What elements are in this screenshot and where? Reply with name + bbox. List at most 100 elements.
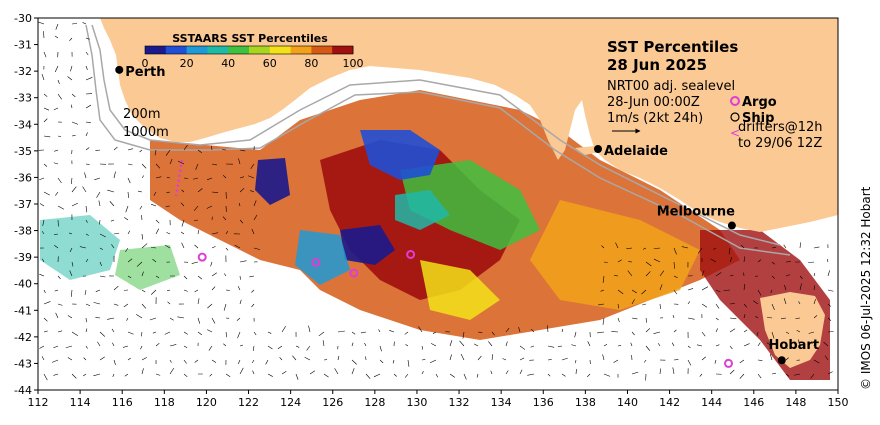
current-vector: [152, 258, 157, 263]
argo-legend-icon: [730, 96, 740, 106]
current-vector: [547, 325, 549, 333]
current-vector: [41, 73, 45, 81]
current-vector: [309, 370, 316, 375]
current-vector: [659, 284, 663, 291]
current-vector: [140, 345, 143, 350]
current-vector: [85, 328, 88, 333]
current-vector: [827, 270, 830, 277]
current-vector: [141, 215, 143, 221]
current-vector: [813, 272, 816, 277]
sst-patch-blue-west: [255, 158, 290, 205]
current-vector: [603, 261, 608, 263]
current-vector: [598, 303, 605, 306]
current-vector: [84, 289, 87, 295]
colorbar-swatch: [207, 46, 229, 54]
current-vector: [71, 23, 78, 25]
contour-200m: [91, 24, 781, 246]
current-vector: [771, 246, 777, 249]
current-vector: [379, 345, 382, 352]
current-vector: [123, 303, 129, 308]
current-vector: [211, 272, 217, 277]
current-vector: [194, 205, 199, 211]
current-vector: [99, 233, 106, 238]
colorbar-swatch: [311, 46, 333, 54]
current-vector: [71, 373, 77, 379]
current-vector: [251, 359, 255, 364]
current-vector: [250, 163, 255, 169]
lon-tick-label: 146: [743, 396, 764, 409]
current-vector: [597, 331, 605, 334]
ship-legend-label: Ship: [742, 111, 774, 126]
current-vector: [505, 370, 509, 375]
current-vector: [95, 316, 101, 319]
current-vector: [113, 232, 120, 235]
current-vector: [54, 35, 59, 39]
current-vector: [743, 329, 748, 333]
colorbar-swatch: [249, 46, 271, 54]
current-vector: [197, 298, 200, 305]
current-vector: [799, 275, 803, 279]
current-vector: [54, 65, 59, 73]
current-vector: [713, 247, 717, 250]
current-vector: [723, 289, 731, 291]
current-vector: [322, 340, 325, 347]
current-vector: [42, 258, 45, 263]
current-vector: [70, 177, 73, 185]
lat-tick-label: -43: [14, 357, 32, 370]
current-vector: [753, 300, 759, 305]
current-vector: [127, 275, 132, 279]
current-vector: [85, 345, 88, 349]
current-vector: [71, 202, 78, 207]
current-vector: [771, 303, 775, 311]
current-vector: [701, 303, 708, 308]
city-dot: [777, 356, 786, 365]
current-vector: [653, 258, 661, 263]
current-vector: [71, 331, 79, 336]
lon-tick-label: 118: [154, 396, 175, 409]
current-vector: [813, 285, 815, 291]
current-vector: [164, 331, 171, 335]
current-vector: [808, 261, 815, 264]
current-vector: [225, 373, 231, 377]
current-vector: [687, 288, 694, 291]
current-vector: [53, 107, 59, 111]
bathymetry-contours: [85, 24, 791, 256]
current-vector: [659, 368, 661, 375]
colorbar-swatch: [186, 46, 208, 54]
current-vector: [70, 65, 73, 72]
current-vector: [823, 341, 829, 347]
city-label: Perth: [125, 65, 165, 80]
current-vector: [193, 177, 199, 180]
current-vector: [251, 289, 255, 293]
argo-float-marker: [406, 249, 416, 259]
current-vector: [85, 104, 92, 109]
current-vector: [575, 369, 577, 375]
current-vector: [462, 331, 465, 339]
colorbar-swatch: [145, 46, 167, 54]
current-vector: [645, 328, 651, 333]
current-vector: [85, 233, 89, 236]
current-vector: [155, 219, 160, 224]
current-vector: [39, 203, 45, 207]
current-vector: [729, 303, 735, 305]
current-vector: [113, 303, 119, 306]
current-vector: [673, 329, 677, 333]
current-vector: [827, 289, 834, 292]
current-vector: [337, 330, 345, 333]
lon-tick-label: 138: [575, 396, 596, 409]
current-vector: [139, 205, 143, 210]
current-vector: [85, 303, 91, 307]
tasmania: [760, 292, 825, 368]
current-vector: [38, 21, 45, 25]
current-vector: [181, 189, 185, 193]
current-vector: [587, 341, 591, 347]
current-vector: [55, 23, 59, 30]
current-vector: [460, 353, 465, 361]
current-vector: [743, 303, 748, 308]
current-vector: [211, 163, 217, 166]
current-vector: [127, 331, 134, 335]
current-vector: [169, 344, 177, 347]
current-vector: [741, 244, 745, 249]
current-vector: [617, 259, 622, 263]
